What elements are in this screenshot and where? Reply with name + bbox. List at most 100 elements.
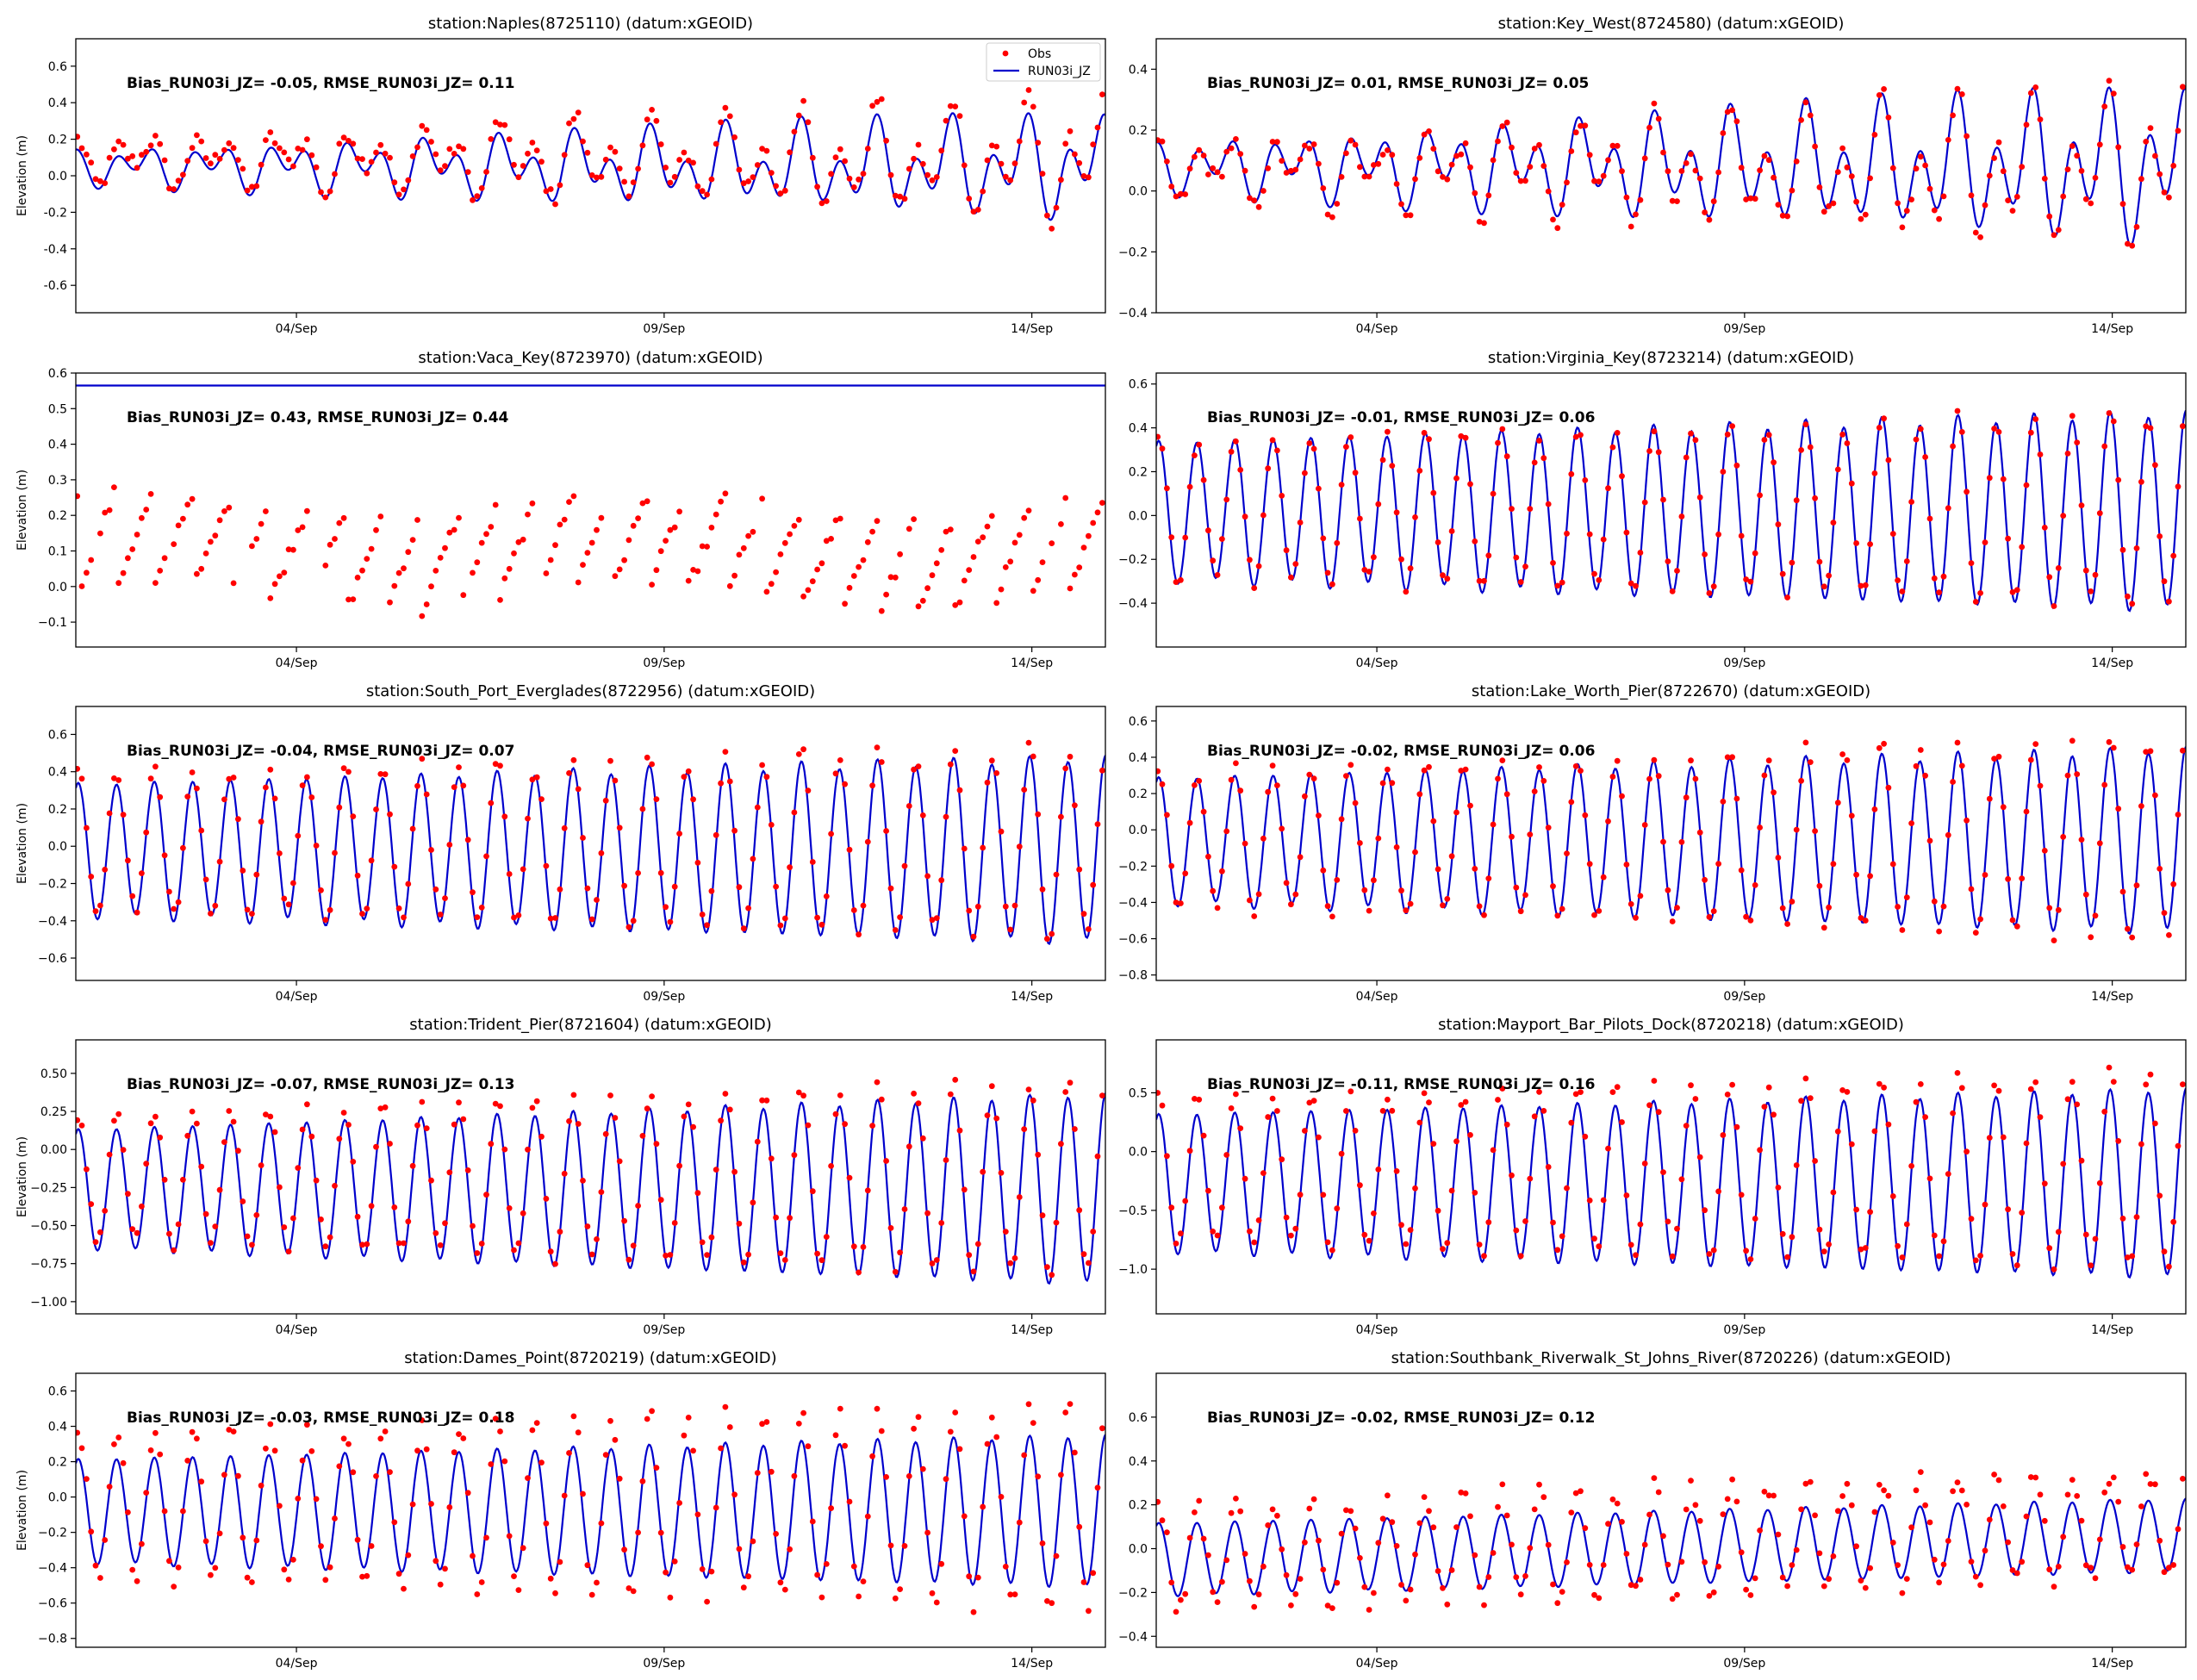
obs-point — [1288, 1232, 1294, 1239]
obs-point — [1329, 1247, 1335, 1254]
obs-point — [529, 1427, 536, 1434]
obs-point — [1958, 1085, 1965, 1092]
obs-point — [1871, 470, 1878, 476]
y-tick-label: 0.0 — [48, 840, 67, 854]
obs-point — [1665, 558, 1671, 564]
obs-point — [1366, 1237, 1372, 1244]
obs-point — [451, 1121, 457, 1128]
obs-point — [423, 1125, 430, 1131]
obs-point — [1798, 117, 1805, 123]
y-tick-label: 0.0 — [1129, 1146, 1148, 1160]
obs-point — [405, 549, 412, 556]
obs-point — [198, 827, 205, 834]
obs-point — [1972, 1257, 1979, 1264]
obs-point — [2152, 462, 2158, 469]
obs-point — [1683, 1123, 1690, 1129]
obs-point — [483, 853, 489, 860]
obs-point — [781, 187, 788, 194]
obs-point — [106, 154, 113, 161]
obs-point — [1007, 1260, 1014, 1266]
y-tick-label: 0.2 — [1129, 124, 1148, 138]
obs-point — [1982, 202, 1989, 208]
obs-point — [694, 1190, 701, 1197]
obs-point — [814, 914, 820, 921]
obs-point — [202, 876, 209, 883]
obs-point — [1398, 556, 1404, 563]
obs-point — [635, 165, 641, 172]
obs-point — [1210, 1229, 1217, 1235]
obs-point — [304, 774, 310, 781]
obs-point — [1053, 871, 1060, 878]
obs-point — [616, 1158, 623, 1165]
obs-point — [322, 194, 329, 201]
obs-point — [1462, 766, 1469, 773]
obs-point — [1039, 1540, 1046, 1546]
obs-point — [1334, 1205, 1341, 1212]
obs-point — [1292, 166, 1299, 173]
obs-point — [1820, 1248, 1827, 1254]
obs-point — [1600, 1562, 1607, 1568]
obs-point — [221, 508, 227, 514]
x-tick-label: 14/Sep — [2091, 990, 2133, 1004]
obs-point — [1834, 466, 1841, 473]
obs-point — [570, 1092, 577, 1098]
obs-point — [1812, 143, 1819, 150]
obs-point — [1826, 1241, 1833, 1248]
obs-point — [1094, 1484, 1101, 1491]
obs-point — [988, 1414, 995, 1421]
obs-point — [1747, 1592, 1754, 1598]
obs-point — [1416, 468, 1423, 474]
obs-point — [1366, 1607, 1372, 1613]
obs-point — [961, 845, 968, 852]
obs-point — [809, 1188, 816, 1195]
obs-point — [1403, 212, 1410, 219]
obs-point — [497, 762, 503, 769]
obs-point — [364, 1572, 370, 1579]
obs-point — [1440, 1246, 1446, 1253]
obs-point — [543, 862, 550, 869]
obs-point — [1619, 168, 1625, 175]
obs-point — [892, 927, 899, 933]
obs-point — [446, 529, 453, 536]
obs-point — [2096, 510, 2103, 517]
obs-point — [1964, 133, 1970, 140]
obs-point — [322, 917, 329, 924]
obs-point — [515, 538, 522, 545]
obs-point — [1839, 1087, 1846, 1093]
obs-point — [1867, 1565, 1874, 1571]
obs-point — [1651, 100, 1658, 107]
obs-point — [115, 580, 122, 587]
obs-point — [1903, 894, 1910, 900]
plot-frame — [75, 372, 1106, 648]
obs-point — [419, 1098, 426, 1105]
obs-point — [157, 568, 164, 574]
obs-point — [887, 171, 894, 178]
obs-point — [653, 567, 660, 574]
obs-point — [2157, 1537, 2163, 1544]
obs-point — [1903, 558, 1910, 564]
obs-point — [1223, 1557, 1230, 1564]
obs-point — [115, 138, 122, 145]
obs-point — [657, 141, 664, 147]
obs-point — [1564, 179, 1570, 186]
obs-point — [653, 1465, 660, 1471]
obs-point — [1049, 1600, 1055, 1607]
obs-point — [699, 1566, 706, 1572]
obs-point — [157, 140, 164, 147]
obs-point — [2092, 1575, 2099, 1582]
obs-point — [1802, 421, 1809, 427]
obs-point — [911, 766, 917, 773]
y-tick-label: 0.4 — [48, 766, 67, 780]
obs-point — [1954, 1479, 1961, 1485]
obs-point — [377, 1435, 384, 1442]
obs-point — [1775, 202, 1782, 208]
obs-point — [1958, 762, 1965, 769]
obs-point — [152, 133, 159, 139]
obs-point — [1720, 1132, 1727, 1138]
obs-point — [1885, 457, 1892, 464]
obs-point — [1080, 1251, 1087, 1258]
obs-point — [800, 593, 806, 600]
obs-point — [1903, 1221, 1910, 1228]
chart-panel-5: station:South_Port_Everglades(8722956) (… — [16, 682, 1106, 1004]
y-tick-label: −0.6 — [38, 1597, 67, 1611]
